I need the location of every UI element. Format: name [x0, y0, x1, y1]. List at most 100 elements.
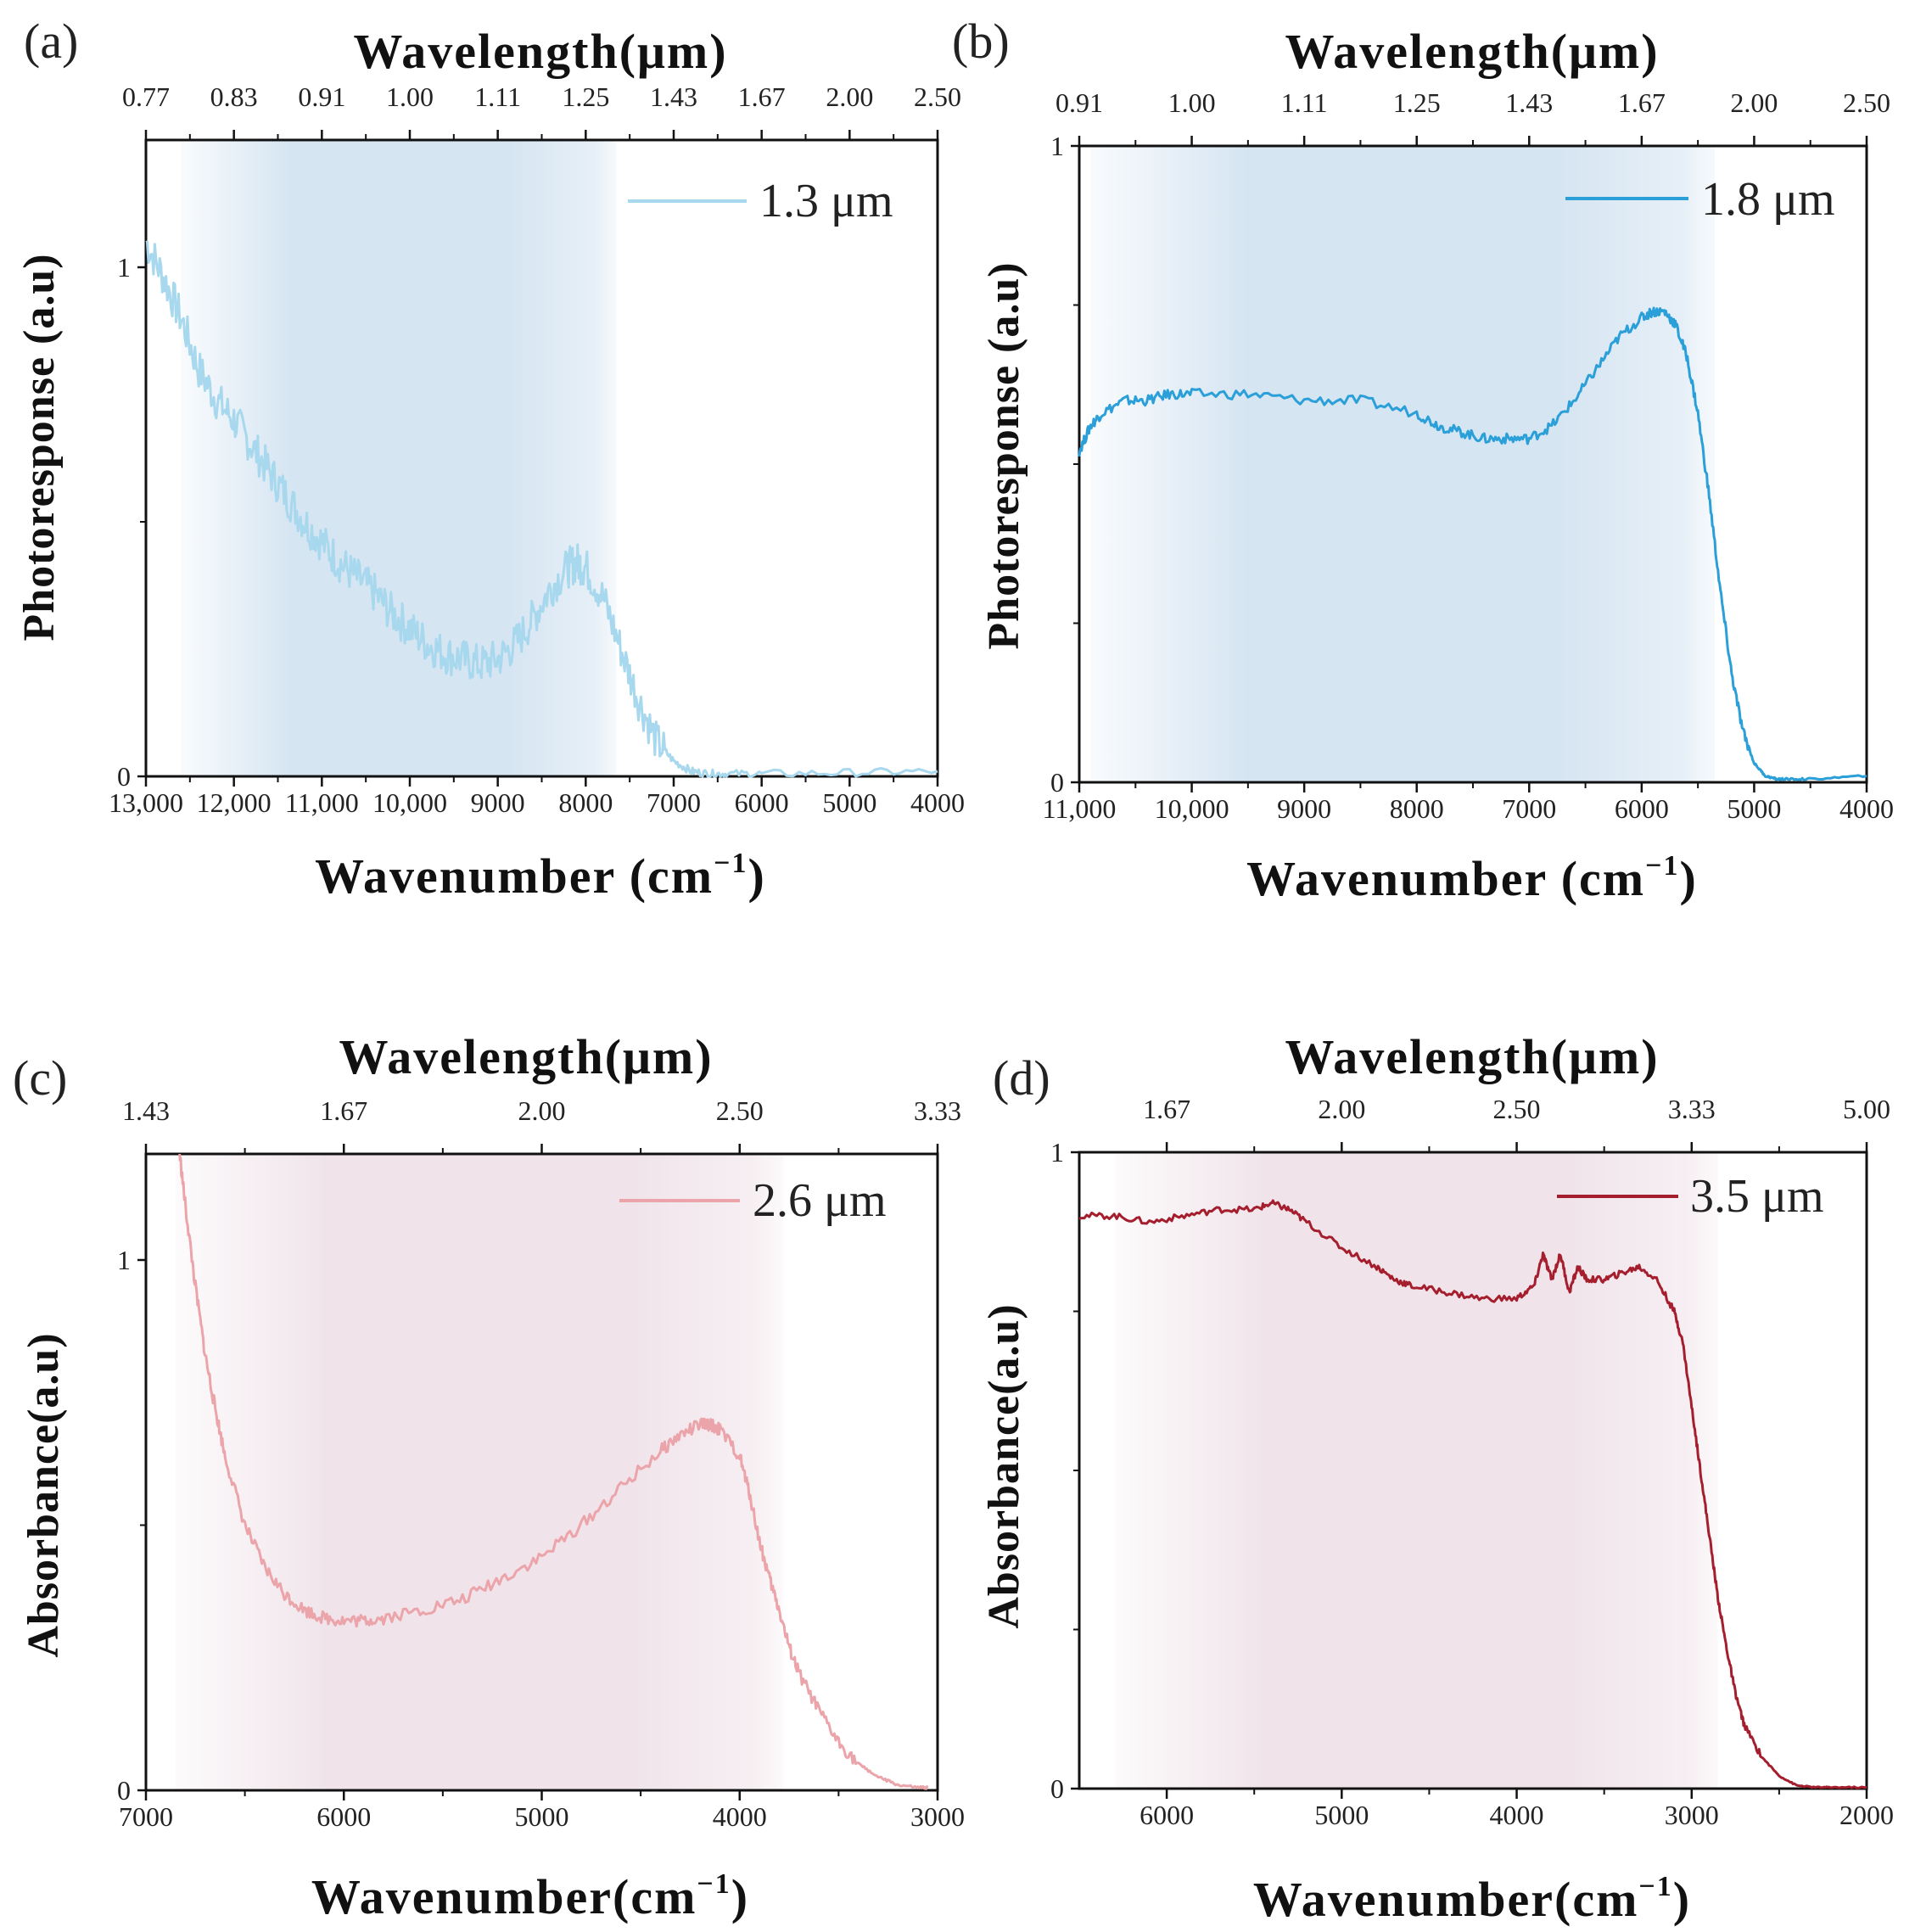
x-axis-title-text: Wavenumber(cm	[311, 1869, 697, 1924]
top-tick-label: 1.43	[1505, 87, 1553, 118]
x-tick-label: 9000	[1277, 793, 1331, 824]
y-tick-label: 1	[117, 1245, 131, 1275]
x-tick-label: 6000	[1615, 793, 1669, 824]
panel-b: (b) Wavelength(μm) Photoresponse (a.u) W…	[952, 14, 1894, 906]
x-axis-title-close: )	[731, 1869, 749, 1924]
top-tick-label: 2.00	[826, 81, 873, 112]
x-tick-label: 7000	[1502, 793, 1556, 824]
y-axis-title: Absorbance(a.u)	[20, 1332, 68, 1657]
series-line	[178, 1153, 929, 1790]
panel-c: (c) Wavelength(μm) Absorbance(a.u) Waven…	[13, 1029, 965, 1924]
shaded-band	[1114, 1152, 1718, 1789]
x-axis-title-close: )	[1673, 1872, 1691, 1927]
x-tick-label: 3000	[1665, 1800, 1719, 1830]
x-tick-label: 6000	[1139, 1800, 1194, 1830]
top-tick-label: 0.91	[298, 81, 345, 112]
x-axis-title: Wavenumber(cm−1)	[311, 1868, 749, 1924]
top-axis-title: Wavelength(μm)	[1285, 1029, 1659, 1084]
x-axis-title-text: Wavenumber (cm	[315, 848, 714, 904]
top-tick-label: 3.33	[1668, 1094, 1716, 1124]
top-tick-label: 1.43	[122, 1095, 170, 1126]
x-tick-label: 5000	[515, 1801, 569, 1832]
x-tick-label: 5000	[1314, 1800, 1369, 1830]
x-tick-label: 7000	[119, 1801, 173, 1832]
x-tick-label: 10,000	[372, 787, 447, 818]
series-line	[1078, 1199, 1867, 1789]
y-tick-label: 0	[117, 761, 131, 792]
legend-label: 1.8 μm	[1701, 173, 1835, 226]
top-tick-label: 1.67	[738, 81, 786, 112]
top-tick-label: 2.50	[914, 81, 961, 112]
x-tick-label: 6000	[735, 787, 789, 818]
panel-label: (b)	[952, 14, 1010, 69]
legend-label: 2.6 μm	[753, 1174, 887, 1227]
top-tick-label: 1.00	[1168, 87, 1216, 118]
top-tick-label: 1.67	[1143, 1094, 1190, 1124]
x-tick-label: 6000	[316, 1801, 371, 1832]
legend-label: 1.3 μm	[759, 175, 893, 227]
y-tick-label: 0	[1050, 1773, 1064, 1804]
x-tick-label: 13,000	[109, 787, 183, 818]
top-tick-label: 2.00	[1318, 1094, 1365, 1124]
top-tick-label: 2.50	[1843, 87, 1890, 118]
x-axis-title-sup: −1	[1645, 850, 1679, 882]
x-axis-title-sup: −1	[714, 848, 748, 879]
x-axis-title: Wavenumber (cm−1)	[1246, 850, 1698, 906]
legend-label: 3.5 μm	[1690, 1170, 1824, 1223]
x-axis-title-sup: −1	[697, 1868, 731, 1900]
y-tick-label: 0	[1050, 767, 1064, 798]
top-tick-label: 0.77	[122, 81, 170, 112]
panel-a: (a) Wavelength(μm) Photoresponse (a.u) W…	[15, 14, 965, 904]
x-tick-label: 4000	[910, 787, 965, 818]
y-tick-label: 1	[1050, 131, 1064, 161]
x-axis-title-close: )	[748, 848, 766, 904]
top-tick-label: 1.00	[386, 81, 434, 112]
x-tick-label: 5000	[822, 787, 876, 818]
x-tick-label: 4000	[1490, 1800, 1544, 1830]
x-tick-label: 3000	[910, 1801, 965, 1832]
series-line	[145, 240, 938, 778]
shaded-band	[1090, 146, 1716, 782]
y-tick-label: 1	[1050, 1137, 1064, 1168]
top-tick-label: 2.00	[1730, 87, 1778, 118]
top-tick-label: 2.50	[1493, 1094, 1541, 1124]
top-tick-label: 5.00	[1843, 1094, 1890, 1124]
top-tick-label: 0.83	[210, 81, 258, 112]
y-axis-title: Absorbance(a.u)	[980, 1303, 1028, 1628]
y-tick-label: 1	[117, 252, 131, 283]
top-tick-label: 1.43	[650, 81, 697, 112]
x-tick-label: 10,000	[1155, 793, 1229, 824]
top-tick-label: 0.91	[1055, 87, 1103, 118]
x-axis-title-text: Wavenumber (cm	[1246, 851, 1645, 906]
top-axis-title: Wavelength(μm)	[1285, 24, 1659, 79]
panel-label: (c)	[13, 1050, 67, 1106]
shaded-band	[175, 1154, 784, 1790]
x-tick-label: 8000	[558, 787, 613, 818]
panel-label: (d)	[993, 1050, 1050, 1106]
top-tick-label: 2.00	[518, 1095, 566, 1126]
top-tick-label: 1.25	[1393, 87, 1441, 118]
x-axis-title: Wavenumber (cm−1)	[315, 848, 766, 904]
x-tick-label: 11,000	[285, 787, 359, 818]
panel-d: (d) Wavelength(μm) Absorbance(a.u) Waven…	[980, 1029, 1894, 1927]
x-tick-label: 2000	[1839, 1800, 1894, 1830]
shaded-band	[181, 140, 617, 776]
x-tick-label: 9000	[471, 787, 525, 818]
top-tick-label: 1.67	[320, 1095, 367, 1126]
x-tick-label: 8000	[1390, 793, 1444, 824]
x-axis-title: Wavenumber(cm−1)	[1253, 1871, 1691, 1927]
x-tick-label: 7000	[647, 787, 701, 818]
top-tick-label: 1.11	[1281, 87, 1328, 118]
y-axis-title: Photoresponse (a.u)	[15, 253, 64, 641]
x-tick-label: 4000	[1839, 793, 1894, 824]
y-axis-title: Photoresponse (a.u)	[980, 261, 1028, 649]
top-axis-title: Wavelength(μm)	[339, 1029, 713, 1084]
top-tick-label: 1.67	[1618, 87, 1666, 118]
x-tick-label: 5000	[1727, 793, 1781, 824]
x-axis-title-text: Wavenumber(cm	[1253, 1872, 1639, 1927]
x-tick-label: 12,000	[197, 787, 272, 818]
top-tick-label: 1.25	[562, 81, 609, 112]
y-tick-label: 0	[117, 1775, 131, 1806]
top-tick-label: 3.33	[914, 1095, 961, 1126]
top-tick-label: 1.11	[474, 81, 521, 112]
